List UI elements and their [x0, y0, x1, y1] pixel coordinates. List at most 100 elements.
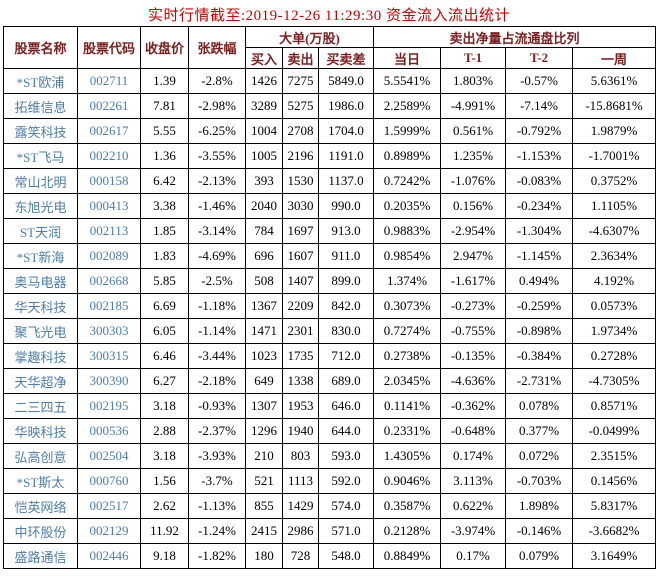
stock-code-cell[interactable]: 002113 — [77, 218, 141, 244]
t-minus-2-cell: -2.731% — [505, 368, 574, 394]
one-week-cell: -4.6307% — [572, 218, 657, 244]
t-minus-2-cell: -1.153% — [505, 143, 574, 169]
close-price-cell: 5.55 — [140, 118, 189, 144]
stock-name-cell[interactable]: 恺英网络 — [3, 493, 78, 519]
one-week-cell: 1.9734% — [572, 318, 657, 344]
stock-name-cell[interactable]: 盛路通信 — [3, 543, 78, 569]
stock-code-cell[interactable]: 002185 — [77, 293, 141, 319]
table-row: 东旭光电 000413 3.38 -1.46% 2040 3030 990.0 0.2035%… — [3, 193, 657, 219]
buy-sell-diff-cell: 1191.0 — [317, 143, 375, 169]
today-cell: 2.0345% — [373, 368, 442, 394]
change-pct-cell: -1.24% — [188, 518, 246, 544]
table-header: 股票名称 股票代码 收盘价 张跌幅 大单(万股) 卖出净量占流通盘比列 买入 卖… — [3, 26, 657, 69]
one-week-cell: 0.2728% — [572, 343, 657, 369]
stock-code-cell[interactable]: 002261 — [77, 93, 141, 119]
buy-sell-diff-cell: 548.0 — [317, 543, 375, 569]
sell-cell: 803 — [282, 443, 319, 469]
stock-name-cell[interactable]: 华映科技 — [3, 418, 78, 444]
stock-name-cell[interactable]: *ST飞马 — [3, 143, 78, 169]
header-net-sell-ratio-group: 卖出净量占流通盘比列 — [373, 26, 657, 48]
header-stock-code: 股票代码 — [77, 26, 141, 69]
change-pct-cell: -3.93% — [188, 443, 246, 469]
stock-name-cell[interactable]: 聚飞光电 — [3, 318, 78, 344]
stock-name-cell[interactable]: 掌趣科技 — [3, 343, 78, 369]
change-pct-cell: -1.46% — [188, 193, 246, 219]
stock-name-cell[interactable]: *ST新海 — [3, 243, 78, 269]
stock-name-cell[interactable]: 华天科技 — [3, 293, 78, 319]
close-price-cell: 2.88 — [140, 418, 189, 444]
stock-code-cell[interactable]: 002195 — [77, 393, 141, 419]
change-pct-cell: -3.55% — [188, 143, 246, 169]
t-minus-1-cell: 0.622% — [440, 493, 507, 519]
stock-name-cell[interactable]: 拓维信息 — [3, 93, 78, 119]
t-minus-2-cell: 0.377% — [505, 418, 574, 444]
header-buy-sell-diff: 买卖差 — [317, 47, 375, 69]
buy-cell: 3289 — [245, 93, 283, 119]
buy-cell: 1005 — [245, 143, 283, 169]
table-row: 天华超净 300390 6.27 -2.18% 649 1338 689.0 2.0345% -… — [3, 368, 657, 394]
stock-code-cell[interactable]: 002617 — [77, 118, 141, 144]
change-pct-cell: -2.13% — [188, 168, 246, 194]
t-minus-1-cell: -0.648% — [440, 418, 507, 444]
today-cell: 0.7242% — [373, 168, 442, 194]
stock-code-cell[interactable]: 002668 — [77, 268, 141, 294]
stock-code-cell[interactable]: 002711 — [77, 68, 141, 94]
t-minus-2-cell: -0.259% — [505, 293, 574, 319]
stock-code-cell[interactable]: 000158 — [77, 168, 141, 194]
t-minus-1-cell: -0.273% — [440, 293, 507, 319]
t-minus-1-cell: 0.17% — [440, 543, 507, 569]
buy-sell-diff-cell: 593.0 — [317, 443, 375, 469]
today-cell: 2.2589% — [373, 93, 442, 119]
sell-cell: 7275 — [282, 68, 319, 94]
stock-name-cell[interactable]: 天华超净 — [3, 368, 78, 394]
stock-code-cell[interactable]: 002129 — [77, 518, 141, 544]
stock-name-cell[interactable]: 弘高创意 — [3, 443, 78, 469]
stock-code-cell[interactable]: 002210 — [77, 143, 141, 169]
change-pct-cell: -2.18% — [188, 368, 246, 394]
stock-code-cell[interactable]: 300390 — [77, 368, 141, 394]
stock-code-cell[interactable]: 000413 — [77, 193, 141, 219]
table-row: 弘高创意 002504 3.18 -3.93% 210 803 593.0 1.4305% 0.… — [3, 443, 657, 469]
stock-table-body: *ST欧浦 002711 1.39 -2.8% 1426 7275 5849.0 5.5541… — [3, 68, 657, 569]
stock-code-cell[interactable]: 002517 — [77, 493, 141, 519]
today-cell: 0.2331% — [373, 418, 442, 444]
buy-sell-diff-cell: 644.0 — [317, 418, 375, 444]
stock-code-cell[interactable]: 300315 — [77, 343, 141, 369]
t-minus-2-cell: -0.57% — [505, 68, 574, 94]
stock-code-cell[interactable]: 002089 — [77, 243, 141, 269]
stock-code-cell[interactable]: 300303 — [77, 318, 141, 344]
buy-cell: 1296 — [245, 418, 283, 444]
close-price-cell: 1.39 — [140, 68, 189, 94]
header-buy: 买入 — [245, 47, 283, 69]
t-minus-1-cell: 1.803% — [440, 68, 507, 94]
page-title: 实时行情截至:2019-12-26 11:29:30 资金流入流出统计 — [148, 8, 510, 24]
one-week-cell: -0.0499% — [572, 418, 657, 444]
stock-name-cell[interactable]: 奥马电器 — [3, 268, 78, 294]
t-minus-1-cell: -4.636% — [440, 368, 507, 394]
stock-code-cell[interactable]: 002446 — [77, 543, 141, 569]
t-minus-2-cell: 0.079% — [505, 543, 574, 569]
t-minus-2-cell: -0.083% — [505, 168, 574, 194]
one-week-cell: 1.9879% — [572, 118, 657, 144]
stock-name-cell[interactable]: ST天润 — [3, 218, 78, 244]
sell-cell: 1338 — [282, 368, 319, 394]
stock-table: 股票名称 股票代码 收盘价 张跌幅 大单(万股) 卖出净量占流通盘比列 买入 卖… — [3, 26, 657, 569]
t-minus-2-cell: -0.146% — [505, 518, 574, 544]
t-minus-1-cell: -0.362% — [440, 393, 507, 419]
t-minus-1-cell: 0.156% — [440, 193, 507, 219]
stock-name-cell[interactable]: *ST欧浦 — [3, 68, 78, 94]
stock-name-cell[interactable]: 常山北明 — [3, 168, 78, 194]
stock-name-cell[interactable]: 露笑科技 — [3, 118, 78, 144]
stock-name-cell[interactable]: 二三四五 — [3, 393, 78, 419]
stock-name-cell[interactable]: 中环股份 — [3, 518, 78, 544]
buy-sell-diff-cell: 899.0 — [317, 268, 375, 294]
one-week-cell: -3.6682% — [572, 518, 657, 544]
stock-code-cell[interactable]: 000536 — [77, 418, 141, 444]
change-pct-cell: -3.7% — [188, 468, 246, 494]
stock-code-cell[interactable]: 002504 — [77, 443, 141, 469]
buy-cell: 508 — [245, 268, 283, 294]
stock-name-cell[interactable]: 东旭光电 — [3, 193, 78, 219]
stock-name-cell[interactable]: *ST斯太 — [3, 468, 78, 494]
change-pct-cell: -1.18% — [188, 293, 246, 319]
stock-code-cell[interactable]: 000760 — [77, 468, 141, 494]
